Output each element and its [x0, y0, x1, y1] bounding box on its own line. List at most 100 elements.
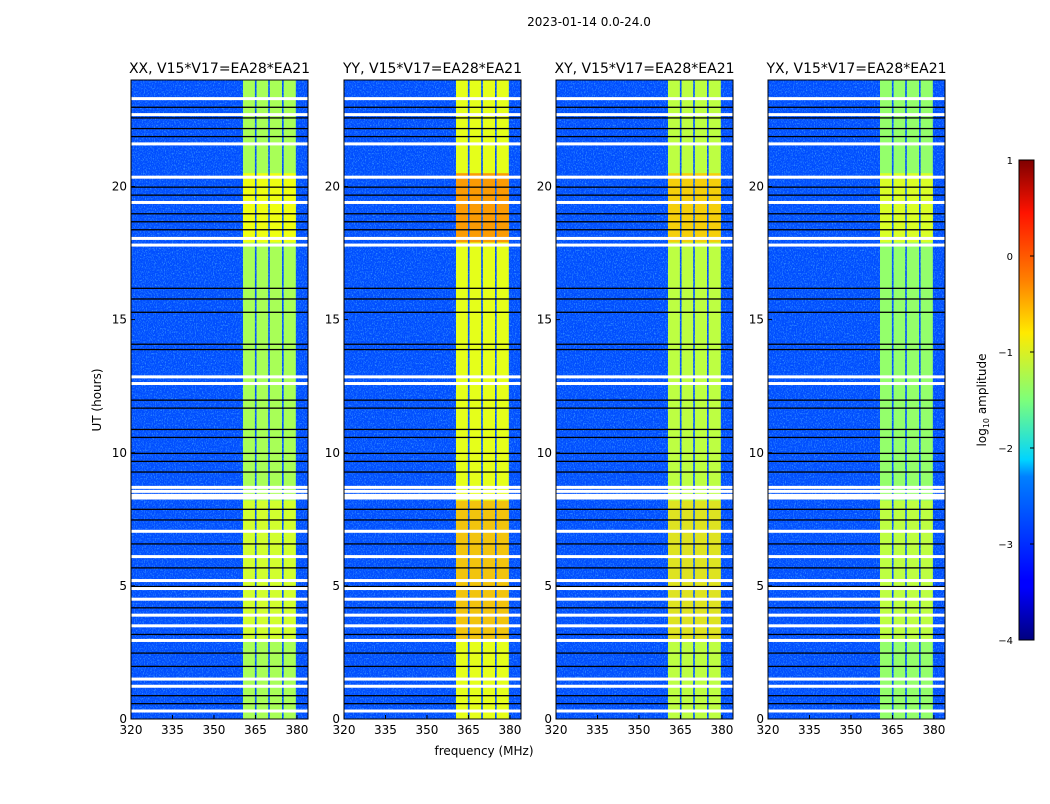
y-tick-label: 20: [112, 180, 127, 194]
flagged-row: [768, 638, 945, 642]
dark-row: [556, 543, 733, 545]
rfi-channel-peak: [880, 500, 892, 640]
flagged-row: [131, 587, 308, 591]
y-tick-label: 15: [325, 313, 340, 327]
dark-row: [768, 407, 945, 409]
dark-row: [768, 543, 945, 545]
dark-row: [768, 343, 945, 345]
flagged-row: [768, 97, 945, 101]
dark-row: [344, 348, 521, 351]
flagged-row: [556, 375, 733, 379]
flagged-row: [768, 709, 945, 713]
flagged-row: [768, 382, 945, 386]
flagged-row: [556, 496, 733, 500]
dark-row: [344, 567, 521, 569]
flagged-row: [556, 236, 733, 240]
rfi-channel-peak: [708, 500, 721, 640]
dark-row: [344, 607, 521, 609]
rfi-channel-peak: [906, 500, 920, 640]
dark-row: [131, 703, 308, 705]
flagged-row: [768, 496, 945, 500]
dark-row: [768, 298, 945, 300]
dark-row: [131, 460, 308, 463]
flagged-row: [556, 709, 733, 713]
panel-frame: [130, 79, 309, 720]
flagged-row: [131, 638, 308, 642]
flagged-row: [344, 677, 521, 681]
dark-row: [131, 452, 308, 455]
flagged-row: [344, 613, 521, 617]
panel-frame: [555, 79, 734, 720]
dark-row: [768, 607, 945, 609]
flagged-row: [556, 243, 733, 247]
flagged-row: [131, 493, 308, 497]
flagged-row: [344, 142, 521, 146]
flagged-row: [131, 677, 308, 681]
y-tick-label: 20: [325, 180, 340, 194]
panel-yy: YY, V15*V17=EA28*EA21 320 335 350 365 380 0 5 10…: [325, 61, 522, 737]
dark-row: [556, 186, 733, 188]
flagged-row: [344, 200, 521, 204]
colorbar-gradient: [1018, 159, 1035, 641]
x-tick-label: 365: [244, 723, 267, 737]
colorbar-tick-label: −4: [998, 636, 1013, 647]
x-tick-label: 380: [710, 723, 733, 737]
dark-row: [556, 585, 733, 588]
rfi-channel-peak: [482, 500, 496, 640]
dark-row: [131, 519, 308, 521]
flagged-row: [556, 493, 733, 497]
panel-xy: XY, V15*V17=EA28*EA21 320 335 350 365 380 0 5 10…: [537, 61, 735, 737]
flagged-row: [768, 375, 945, 379]
rfi-channel-peak: [469, 173, 482, 243]
dark-row: [344, 311, 521, 313]
dark-row: [768, 127, 945, 130]
flagged-row: [131, 597, 308, 601]
flagged-row: [131, 496, 308, 500]
panel-title: YY, V15*V17=EA28*EA21: [342, 61, 522, 77]
dark-row: [556, 652, 733, 654]
dark-row: [768, 428, 945, 431]
dark-row: [131, 695, 308, 697]
dark-row: [768, 471, 945, 473]
x-tick-label: 335: [161, 723, 184, 737]
dark-row: [768, 213, 945, 215]
flagged-row: [556, 555, 733, 559]
dark-row: [768, 194, 945, 196]
dark-row: [556, 703, 733, 705]
x-tick-label: 380: [285, 723, 308, 737]
y-tick-label: 20: [749, 180, 764, 194]
flagged-row: [344, 113, 521, 117]
flagged-row: [344, 709, 521, 713]
dark-row: [131, 652, 308, 654]
flagged-row: [344, 638, 521, 642]
dark-row: [131, 127, 308, 130]
x-axis-label: frequency (MHz): [434, 744, 533, 758]
dark-row: [131, 407, 308, 409]
y-tick-label: 0: [756, 712, 764, 726]
flagged-row: [556, 485, 733, 489]
y-tick-label: 10: [325, 446, 340, 460]
flagged-row: [768, 529, 945, 533]
y-tick-label: 5: [332, 579, 340, 593]
dark-row: [768, 135, 945, 138]
panel-title: XY, V15*V17=EA28*EA21: [554, 61, 734, 77]
dark-row: [131, 229, 308, 231]
x-tick-label: 335: [798, 723, 821, 737]
dark-row: [131, 428, 308, 431]
dark-row: [768, 460, 945, 463]
flagged-row: [556, 587, 733, 591]
dark-row: [768, 652, 945, 654]
flagged-row: [768, 493, 945, 497]
flagged-row: [556, 200, 733, 204]
dark-row: [768, 229, 945, 231]
flagged-row: [344, 97, 521, 101]
dark-row: [556, 298, 733, 300]
y-tick-label: 20: [537, 180, 552, 194]
rfi-channel-peak: [708, 173, 721, 243]
flagged-row: [556, 684, 733, 688]
dark-row: [344, 633, 521, 636]
flagged-row: [768, 489, 945, 493]
panel-frame: [343, 79, 522, 720]
panel-title: YX, V15*V17=EA28*EA21: [765, 61, 946, 77]
dark-row: [344, 695, 521, 697]
